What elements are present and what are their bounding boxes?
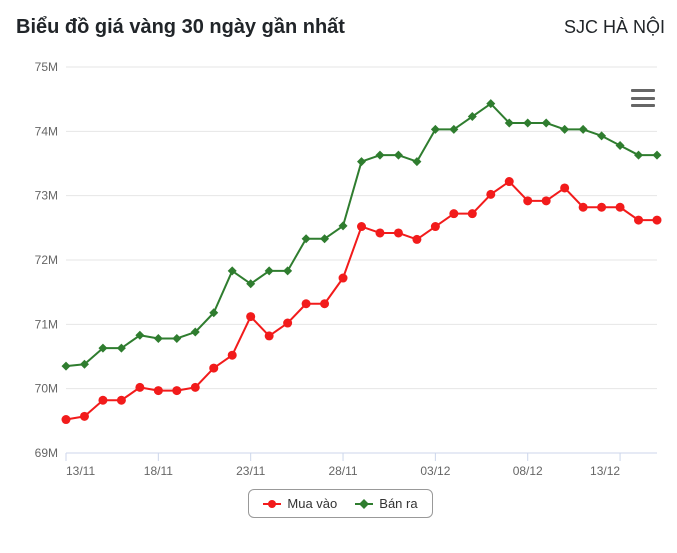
svg-text:13/12: 13/12 — [590, 464, 620, 478]
legend-marker-diamond — [355, 499, 373, 509]
legend-item-ban-ra[interactable]: Bán ra — [355, 496, 417, 511]
svg-text:23/11: 23/11 — [236, 464, 265, 478]
svg-text:73M: 73M — [35, 189, 58, 203]
svg-text:74M: 74M — [35, 124, 58, 138]
legend-marker-circle — [263, 499, 281, 509]
svg-text:72M: 72M — [35, 253, 58, 267]
svg-text:28/11: 28/11 — [328, 464, 357, 478]
chart-subtitle: SJC HÀ NỘI — [564, 17, 665, 38]
chart-area: 69M 70M 71M 72M 73M 74M 75M 13/11 18/11 23/11 28/1… — [16, 53, 665, 483]
legend-label: Mua vào — [287, 496, 337, 511]
legend-item-mua-vao[interactable]: Mua vào — [263, 496, 337, 511]
legend-label: Bán ra — [379, 496, 417, 511]
chart-legend: Mua vào Bán ra — [16, 489, 665, 518]
line-chart: 69M 70M 71M 72M 73M 74M 75M 13/11 18/11 23/11 28/1… — [16, 53, 665, 483]
svg-text:18/11: 18/11 — [144, 464, 173, 478]
svg-text:13/11: 13/11 — [66, 464, 95, 478]
svg-text:03/12: 03/12 — [420, 464, 450, 478]
svg-text:71M: 71M — [35, 317, 58, 331]
svg-text:08/12: 08/12 — [513, 464, 543, 478]
svg-text:75M: 75M — [35, 60, 58, 74]
legend-box: Mua vào Bán ra — [248, 489, 432, 518]
chart-menu-icon[interactable] — [631, 87, 655, 109]
chart-header: Biểu đồ giá vàng 30 ngày gần nhất SJC HÀ… — [16, 16, 665, 39]
svg-text:70M: 70M — [35, 382, 58, 396]
chart-title: Biểu đồ giá vàng 30 ngày gần nhất — [16, 16, 345, 39]
svg-text:69M: 69M — [35, 446, 58, 460]
